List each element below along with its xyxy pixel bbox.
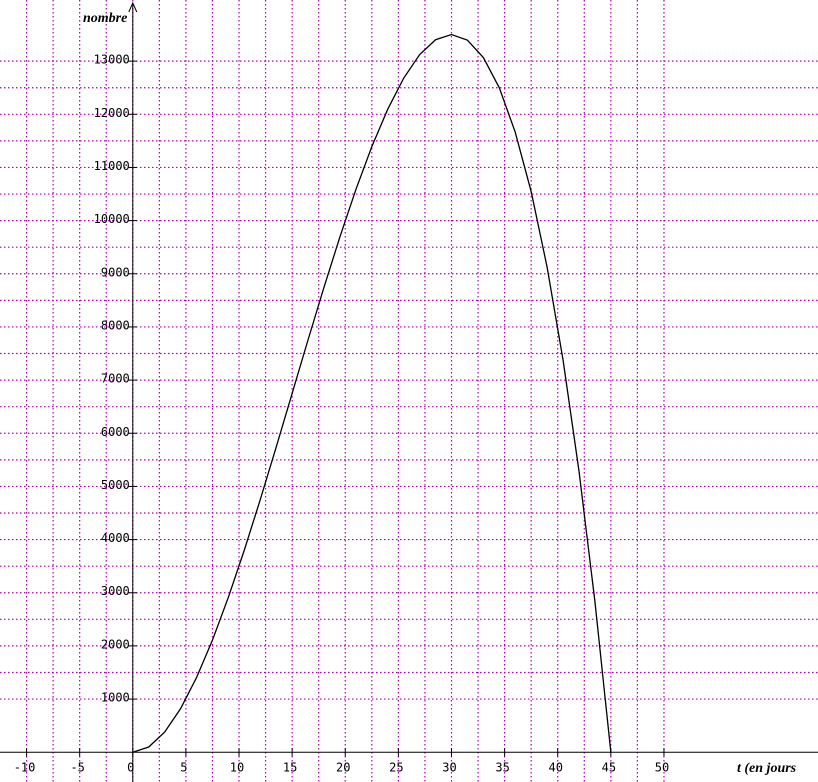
y-tick-label: 7000 [101, 372, 130, 386]
x-tick-label: 10 [230, 761, 244, 775]
y-tick-label: 6000 [101, 425, 130, 439]
curve [132, 33, 612, 753]
y-tick-label: 2000 [101, 637, 130, 651]
y-tick-label: 1000 [101, 691, 130, 705]
y-tick-label: 10000 [94, 212, 130, 226]
x-tick-label: 50 [655, 761, 669, 775]
y-tick-label: 11000 [94, 159, 130, 173]
x-tick-label: -10 [14, 761, 36, 775]
y-axis-title: nombre [83, 11, 127, 26]
y-tick-label: 9000 [101, 265, 130, 279]
y-tick-label: 12000 [94, 106, 130, 120]
x-tick-label: -5 [70, 761, 84, 775]
x-tick-label: 25 [389, 761, 403, 775]
y-tick-label: 5000 [101, 478, 130, 492]
y-tick-label: 3000 [101, 584, 130, 598]
x-tick-label: 15 [283, 761, 297, 775]
y-tick-label: 13000 [94, 53, 130, 67]
y-tick-label: 4000 [101, 531, 130, 545]
x-tick-label: 20 [336, 761, 350, 775]
x-tick-label: 30 [442, 761, 456, 775]
x-tick-label: 35 [495, 761, 509, 775]
x-tick-label: 0 [127, 761, 134, 775]
x-tick-label: 5 [180, 761, 187, 775]
x-axis-title: t (en jours [737, 761, 797, 776]
x-tick-label: 45 [602, 761, 616, 775]
y-axis-arrow [128, 1, 138, 13]
y-tick-label: 8000 [101, 318, 130, 332]
x-tick-label: 40 [549, 761, 563, 775]
